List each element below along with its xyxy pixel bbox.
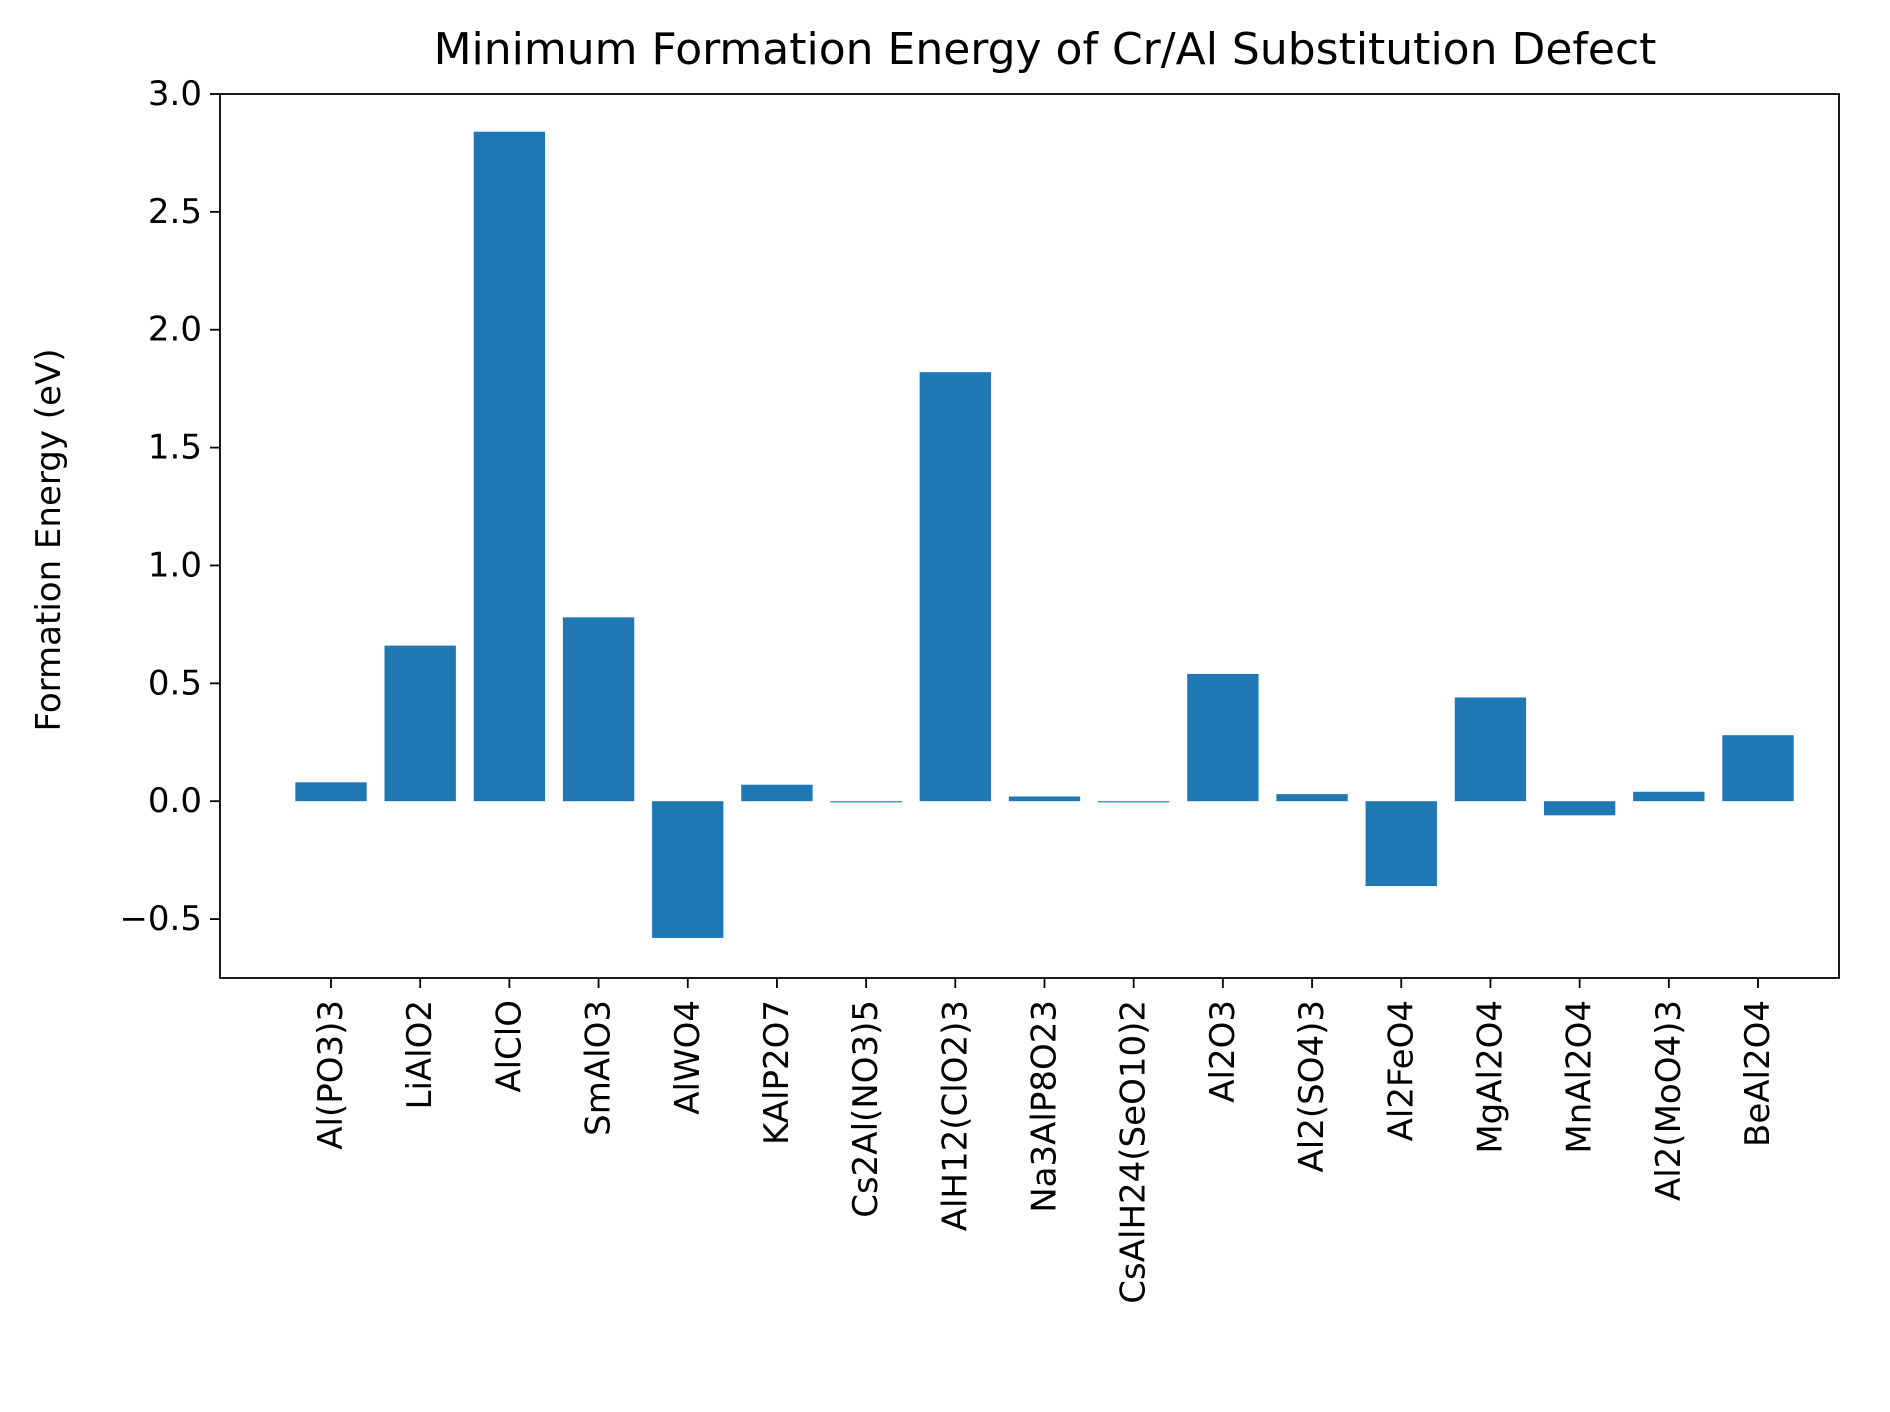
- x-tick-label: AlClO: [489, 1000, 529, 1093]
- x-tick-label: Al2(SO4)3: [1292, 1000, 1332, 1172]
- y-tick-label: 3.0: [148, 74, 202, 114]
- x-tick-label: AlWO4: [668, 1000, 708, 1115]
- x-tick-label: MnAl2O4: [1560, 1000, 1600, 1154]
- bar-AlClO: [473, 131, 546, 802]
- bar-AlH12(ClO2)3: [919, 372, 991, 802]
- x-tick-label: CsAlH24(SeO10)2: [1114, 1000, 1154, 1304]
- y-tick-label: 1.5: [148, 428, 202, 468]
- bars-group: [295, 131, 1794, 938]
- bar-Al2(SO4)3: [1276, 794, 1348, 802]
- y-tick-label: 0.5: [148, 663, 202, 703]
- y-axis: −0.5 0.0 0.5 1.0 1.5 2.0 2.5 3.0: [119, 74, 220, 939]
- bar-MgAl2O4: [1454, 697, 1527, 802]
- bar-Al(PO3)3: [295, 782, 367, 802]
- bar-Cs2Al(NO3)5: [830, 801, 902, 803]
- bar-BeAl2O4: [1722, 735, 1794, 802]
- x-tick-label: Al2(MoO4)3: [1649, 1000, 1689, 1201]
- bar-MnAl2O4: [1543, 801, 1616, 816]
- x-tick-label: AlH12(ClO2)3: [935, 1000, 975, 1231]
- x-tick-label: Al2FeO4: [1381, 1000, 1421, 1141]
- x-tick-label: Na3AlP8O23: [1025, 1000, 1065, 1213]
- x-tick-label: LiAlO2: [400, 1000, 440, 1110]
- x-tick-label: SmAlO3: [579, 1000, 619, 1136]
- bar-CsAlH24(SeO10)2: [1098, 801, 1170, 803]
- x-tick-label: KAlP2O7: [757, 1000, 797, 1145]
- y-tick-label: 2.0: [148, 310, 202, 350]
- x-tick-label: BeAl2O4: [1738, 1000, 1778, 1147]
- y-tick-label: −0.5: [119, 899, 202, 939]
- bar-AlWO4: [652, 801, 724, 938]
- x-axis: Al(PO3)3 LiAlO2 AlClO SmAlO3 AlWO4 KAlP2O7 Cs2…: [311, 978, 1778, 1304]
- bar-LiAlO2: [384, 645, 456, 802]
- bar-Al2(MoO4)3: [1633, 791, 1705, 802]
- bar-Al2FeO4: [1365, 801, 1437, 887]
- x-tick-label: Cs2Al(NO3)5: [846, 1000, 886, 1218]
- chart-title: Minimum Formation Energy of Cr/Al Substi…: [434, 24, 1657, 75]
- y-tick-label: 0.0: [148, 781, 202, 821]
- x-tick-label: Al(PO3)3: [311, 1000, 351, 1150]
- bar-Al2O3: [1187, 673, 1259, 802]
- y-tick-label: 2.5: [148, 192, 202, 232]
- plot-frame: [219, 93, 1840, 979]
- y-axis-label: Formation Energy (eV): [29, 349, 69, 732]
- bar-KAlP2O7: [741, 784, 813, 802]
- bar-SmAlO3: [562, 617, 635, 802]
- x-tick-label: MgAl2O4: [1470, 1000, 1510, 1154]
- bar-Na3AlP8O23: [1008, 796, 1081, 802]
- x-tick-label: Al2O3: [1203, 1000, 1243, 1103]
- y-tick-label: 1.0: [148, 545, 202, 585]
